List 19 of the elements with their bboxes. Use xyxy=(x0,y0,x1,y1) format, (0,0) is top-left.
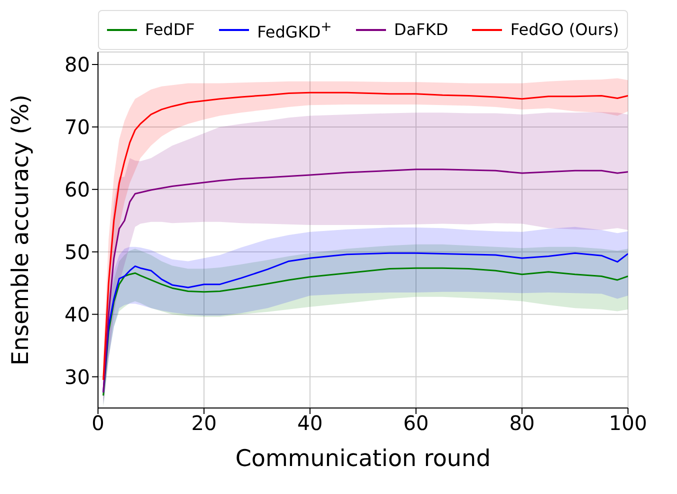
x-axis-title: Communication round xyxy=(235,446,491,472)
x-tick-label: 100 xyxy=(608,411,648,436)
x-tick-label: 60 xyxy=(403,411,429,436)
legend-label: FedGO (Ours) xyxy=(510,19,619,42)
legend-label: DaFKD xyxy=(394,19,448,42)
y-axis-title: Ensemble accuracy (%) xyxy=(8,94,34,366)
y-tick-label: 60 xyxy=(64,178,90,202)
y-tick-label: 30 xyxy=(64,364,90,389)
legend-label: FedDF xyxy=(145,19,195,42)
x-tick-label: 0 xyxy=(92,411,104,436)
y-tick-label: 80 xyxy=(64,52,90,77)
x-tick-label: 80 xyxy=(509,411,535,436)
legend-label: FedGKD$^{+}$ xyxy=(257,19,332,44)
x-tick-label: 20 xyxy=(191,411,217,436)
y-tick-label: 40 xyxy=(64,302,90,326)
line-series xyxy=(102,168,628,394)
y-tick-label: 50 xyxy=(64,240,90,264)
y-tick-label: 70 xyxy=(64,115,90,140)
x-tick-label: 40 xyxy=(297,411,323,436)
